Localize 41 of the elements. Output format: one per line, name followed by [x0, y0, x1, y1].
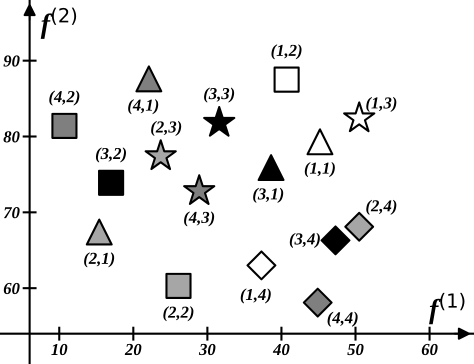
- point: [274, 66, 300, 93]
- series-label: (4,3): [184, 211, 214, 226]
- series-label: (1,4): [240, 288, 271, 304]
- point: [86, 218, 113, 246]
- point: [320, 225, 350, 256]
- series-label: (1,3): [366, 96, 396, 112]
- point: [203, 106, 236, 137]
- series-label: (4,4): [328, 312, 358, 327]
- point: [135, 65, 162, 92]
- series-label: (3,2): [96, 147, 126, 163]
- series-label: (2,1): [84, 252, 114, 268]
- series-label: (2,3): [151, 120, 182, 136]
- series-label: (2,2): [163, 306, 194, 322]
- x-tick-label: 50: [347, 344, 364, 356]
- x-tick-label: 10: [51, 344, 68, 356]
- series-label: (1,1): [304, 162, 335, 178]
- x-tick-label: 20: [124, 344, 142, 356]
- point: [246, 250, 276, 280]
- series-label: (3,1): [253, 188, 284, 203]
- y-tick-label: 70: [4, 207, 20, 218]
- y-tick-label: 60: [4, 282, 20, 294]
- series-label: (3,4): [290, 232, 320, 248]
- x-tick-label: 60: [422, 344, 438, 356]
- x-tick-label: 30: [198, 344, 216, 356]
- series-label: (4,1): [128, 99, 158, 114]
- point: [144, 139, 177, 170]
- series-label: (4,2): [49, 90, 80, 106]
- point: [165, 272, 192, 299]
- point: [183, 174, 216, 205]
- y-tick-label: 80: [4, 131, 20, 142]
- series-label: (3,3): [204, 88, 234, 103]
- point: [306, 128, 334, 156]
- x-axis-title: f$^{(1)}$: [429, 292, 464, 324]
- y-axis-title: f$^{(2)}$: [40, 8, 76, 39]
- point: [98, 170, 124, 196]
- x-tick-label: 40: [272, 344, 290, 356]
- y-tick-label: 90: [3, 55, 20, 67]
- series-label: (1,2): [271, 44, 302, 60]
- point: [258, 154, 285, 182]
- point: [51, 112, 78, 139]
- series-label: (2,4): [366, 200, 396, 215]
